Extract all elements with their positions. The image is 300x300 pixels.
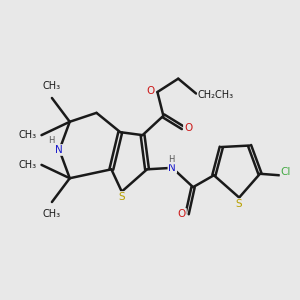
Text: S: S	[118, 192, 125, 202]
Text: S: S	[236, 199, 242, 209]
Text: H: H	[169, 155, 175, 164]
Text: H: H	[48, 136, 54, 145]
Text: N: N	[56, 145, 63, 155]
Text: Cl: Cl	[280, 167, 291, 177]
Text: O: O	[184, 123, 192, 133]
Text: CH₃: CH₃	[43, 81, 61, 92]
Text: CH₃: CH₃	[19, 130, 37, 140]
Text: CH₃: CH₃	[43, 208, 61, 219]
Text: O: O	[178, 209, 186, 219]
Text: O: O	[147, 85, 155, 96]
Text: CH₃: CH₃	[19, 160, 37, 170]
Text: N: N	[168, 163, 176, 173]
Text: CH₂CH₃: CH₂CH₃	[198, 90, 234, 100]
